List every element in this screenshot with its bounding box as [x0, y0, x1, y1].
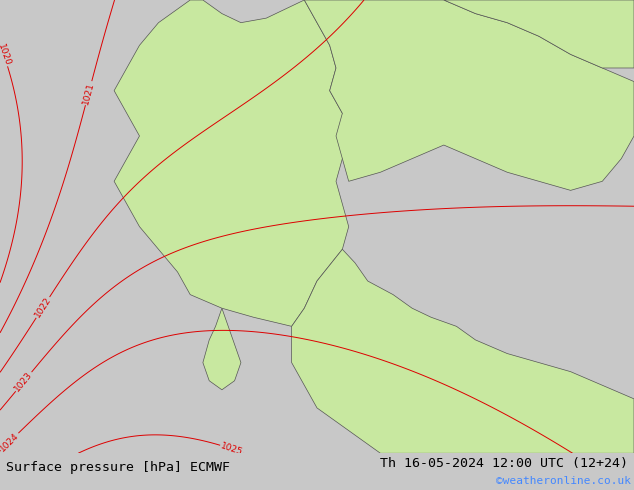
- Text: Surface pressure [hPa] ECMWF: Surface pressure [hPa] ECMWF: [6, 462, 230, 474]
- Text: 1020: 1020: [0, 42, 11, 67]
- Polygon shape: [114, 0, 349, 326]
- Polygon shape: [292, 249, 634, 453]
- Text: ©weatheronline.co.uk: ©weatheronline.co.uk: [496, 476, 631, 486]
- Text: 1024: 1024: [0, 431, 21, 453]
- Polygon shape: [304, 0, 634, 191]
- Text: 1023: 1023: [13, 370, 34, 393]
- Text: 1022: 1022: [33, 295, 53, 319]
- Polygon shape: [203, 308, 241, 390]
- Polygon shape: [444, 0, 634, 68]
- Text: Th 16-05-2024 12:00 UTC (12+24): Th 16-05-2024 12:00 UTC (12+24): [380, 457, 628, 470]
- Text: 1021: 1021: [81, 81, 96, 105]
- Text: 1025: 1025: [220, 441, 244, 457]
